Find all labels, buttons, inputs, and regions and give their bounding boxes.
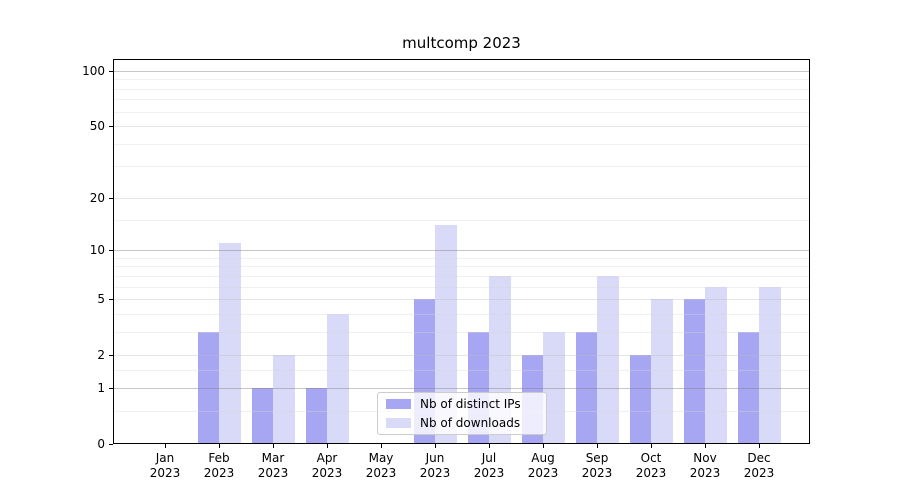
y-tick-label: 50 (89, 119, 105, 134)
legend-item-downloads: Nb of downloads (386, 416, 546, 430)
x-tick-mark (219, 444, 220, 448)
chart-title: multcomp 2023 (402, 34, 521, 52)
gridline-minor (114, 111, 809, 113)
y-tick-mark (109, 197, 113, 199)
y-tick-mark (109, 444, 113, 445)
x-tick-mark (165, 444, 166, 448)
bar-nb-of-distinct-ips-apr (305, 387, 327, 443)
bar-nb-of-distinct-ips-nov (683, 299, 705, 443)
x-tick-label-oct: Oct 2023 (635, 451, 667, 480)
x-tick-label-dec: Dec 2023 (743, 451, 775, 480)
x-tick-mark (759, 444, 760, 448)
gridline-minor (114, 99, 809, 101)
bar-nb-of-distinct-ips-feb (197, 331, 219, 443)
x-tick-label-aug: Aug 2023 (527, 451, 559, 480)
bar-nb-of-downloads-feb (219, 243, 241, 443)
x-tick-mark (489, 444, 490, 448)
x-tick-mark (273, 444, 274, 448)
bar-nb-of-distinct-ips-dec (737, 331, 759, 443)
x-tick-label-mar: Mar 2023 (257, 451, 289, 480)
x-tick-mark (651, 444, 652, 448)
gridline-minor (114, 88, 809, 90)
bar-nb-of-downloads-dec (759, 286, 781, 443)
plot-area: Nb of distinct IPs Nb of downloads (113, 59, 810, 444)
bar-nb-of-downloads-oct (651, 299, 673, 443)
bar-nb-of-distinct-ips-sep (575, 331, 597, 443)
gridline-major (114, 71, 809, 72)
gridline-minor (114, 79, 809, 81)
x-tick-label-jul: Jul 2023 (473, 451, 505, 480)
x-tick-mark (597, 444, 598, 448)
gridline-minor (114, 166, 809, 168)
legend-label-downloads: Nb of downloads (420, 416, 521, 430)
x-tick-label-may: May 2023 (365, 451, 397, 480)
y-tick-label: 5 (97, 292, 105, 307)
x-tick-label-sep: Sep 2023 (581, 451, 613, 480)
y-tick-mark (109, 355, 113, 357)
x-tick-mark (705, 444, 706, 448)
x-tick-label-jan: Jan 2023 (149, 451, 181, 480)
legend-swatch-downloads (386, 418, 411, 428)
legend-item-distinct-ips: Nb of distinct IPs (386, 397, 546, 411)
y-tick-mark (109, 387, 113, 389)
bar-nb-of-distinct-ips-mar (251, 387, 273, 443)
bar-nb-of-downloads-nov (705, 286, 727, 443)
bar-nb-of-downloads-mar (273, 355, 295, 443)
bar-nb-of-downloads-apr (327, 313, 349, 443)
bar-nb-of-downloads-aug (543, 331, 565, 443)
bar-nb-of-downloads-sep (597, 275, 619, 443)
gridline-mid (114, 197, 809, 199)
y-tick-mark (109, 250, 113, 252)
bar-nb-of-downloads-jun (435, 225, 457, 443)
y-tick-label: 2 (97, 348, 105, 363)
legend-label-distinct-ips: Nb of distinct IPs (420, 397, 521, 411)
y-tick-mark (109, 71, 113, 72)
y-tick-label: 0 (97, 437, 105, 451)
y-tick-label: 20 (89, 190, 105, 205)
x-tick-mark (543, 444, 544, 448)
x-tick-mark (435, 444, 436, 448)
legend: Nb of distinct IPs Nb of downloads (377, 392, 547, 435)
x-tick-mark (327, 444, 328, 448)
y-tick-label: 10 (89, 243, 105, 258)
gridline-minor (114, 219, 809, 221)
y-tick-label: 100 (82, 64, 105, 78)
y-tick-mark (109, 126, 113, 128)
y-tick-label: 1 (97, 380, 105, 395)
gridline-minor (114, 143, 809, 145)
x-tick-label-feb: Feb 2023 (203, 451, 235, 480)
gridline-mid (114, 126, 809, 128)
y-tick-mark (109, 299, 113, 301)
x-tick-label-nov: Nov 2023 (689, 451, 721, 480)
x-tick-label-jun: Jun 2023 (419, 451, 451, 480)
x-tick-mark (381, 444, 382, 448)
x-tick-label-apr: Apr 2023 (311, 451, 343, 480)
bar-nb-of-distinct-ips-oct (629, 355, 651, 443)
legend-swatch-distinct-ips (386, 399, 411, 409)
